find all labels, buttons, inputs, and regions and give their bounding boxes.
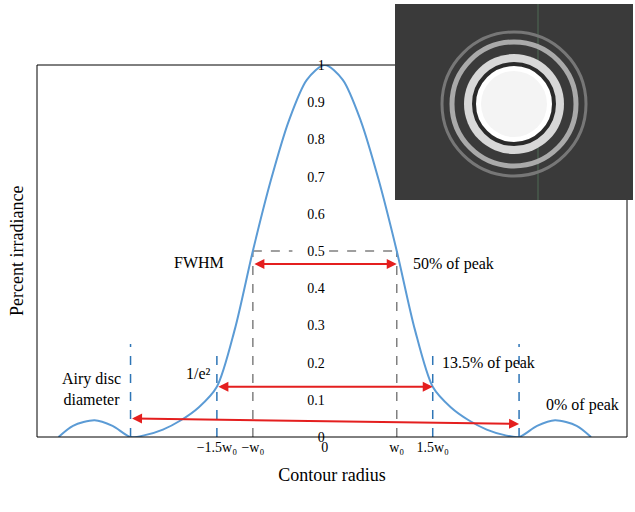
svg-text:0.3: 0.3 bbox=[307, 318, 325, 333]
svg-text:0.5: 0.5 bbox=[307, 244, 325, 259]
svg-text:−w₀: −w₀ bbox=[241, 440, 264, 455]
svg-text:13.5% of peak: 13.5% of peak bbox=[442, 354, 535, 372]
svg-text:0.6: 0.6 bbox=[307, 207, 325, 222]
svg-text:0.4: 0.4 bbox=[307, 281, 325, 296]
svg-text:0.2: 0.2 bbox=[307, 356, 325, 371]
svg-text:1/e²: 1/e² bbox=[186, 365, 211, 382]
svg-text:0: 0 bbox=[318, 430, 325, 445]
svg-text:0.9: 0.9 bbox=[307, 95, 325, 110]
svg-text:0% of peak: 0% of peak bbox=[546, 396, 619, 414]
svg-text:0.8: 0.8 bbox=[307, 132, 325, 147]
svg-text:0.1: 0.1 bbox=[307, 393, 325, 408]
svg-text:50% of peak: 50% of peak bbox=[413, 255, 494, 273]
svg-text:0.7: 0.7 bbox=[307, 170, 325, 185]
svg-text:w₀: w₀ bbox=[389, 440, 404, 455]
svg-text:1.5w₀: 1.5w₀ bbox=[416, 440, 449, 455]
svg-text:1: 1 bbox=[318, 58, 325, 73]
svg-text:Airy discdiameter: Airy discdiameter bbox=[62, 370, 121, 408]
svg-text:−1.5w₀: −1.5w₀ bbox=[197, 440, 238, 455]
svg-text:FWHM: FWHM bbox=[174, 254, 224, 271]
svg-text:Contour radius: Contour radius bbox=[278, 465, 386, 485]
svg-text:0: 0 bbox=[321, 440, 328, 455]
svg-text:Percent irradiance: Percent irradiance bbox=[7, 186, 27, 316]
